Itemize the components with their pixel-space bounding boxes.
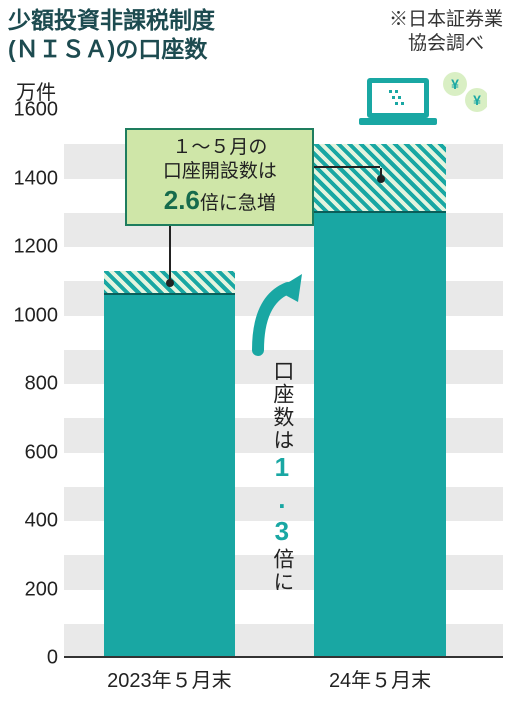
note-line2: 協会調べ bbox=[408, 33, 484, 54]
y-tick-label: 0 bbox=[47, 647, 58, 670]
y-tick-label: 400 bbox=[25, 510, 58, 533]
y-tick-label: 600 bbox=[25, 441, 58, 464]
bar-separator bbox=[314, 211, 446, 213]
x-axis-label: 24年５月末 bbox=[314, 664, 446, 693]
callout-line2: 口座開設数は bbox=[131, 160, 308, 184]
leader-dot bbox=[166, 279, 174, 287]
note-prefix: ※ bbox=[389, 9, 408, 30]
bar bbox=[104, 295, 236, 658]
callout-line3: 2.6倍に急増 bbox=[131, 184, 308, 217]
callout-box: １～５月の口座開設数は2.6倍に急増 bbox=[125, 128, 314, 226]
bar bbox=[314, 213, 446, 658]
x-axis-baseline bbox=[64, 656, 503, 658]
y-tick-label: 1400 bbox=[14, 167, 59, 190]
bar-chart: 020040060080010001200140016002023年５月末24年… bbox=[64, 110, 503, 658]
y-tick-label: 1000 bbox=[14, 304, 59, 327]
leader-dot bbox=[377, 175, 385, 183]
leader-line bbox=[169, 226, 171, 283]
svg-text:¥: ¥ bbox=[473, 92, 481, 108]
note-line1: 日本証券業 bbox=[408, 9, 503, 30]
y-tick-label: 1600 bbox=[14, 99, 59, 122]
y-tick-label: 1200 bbox=[14, 236, 59, 259]
x-axis-label: 2023年５月末 bbox=[104, 664, 236, 693]
vertical-annotation: 口座数は1.3倍に bbox=[266, 360, 296, 617]
y-tick-label: 200 bbox=[25, 578, 58, 601]
y-tick-label: 800 bbox=[25, 373, 58, 396]
leader-line bbox=[314, 166, 380, 168]
arrow-icon bbox=[248, 270, 308, 360]
svg-text:¥: ¥ bbox=[451, 76, 459, 92]
callout-line1: １～５月の bbox=[131, 136, 308, 160]
bar-separator bbox=[104, 293, 236, 295]
source-note: ※日本証券業 協会調べ bbox=[389, 8, 503, 56]
